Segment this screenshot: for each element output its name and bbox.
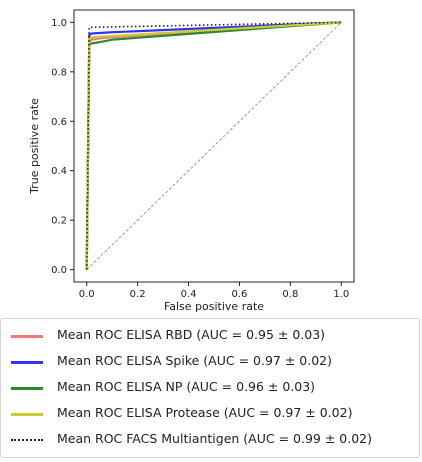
- legend-label: Mean ROC ELISA NP (AUC = 0.96 ± 0.03): [57, 379, 316, 394]
- legend-label: Mean ROC FACS Multiantigen (AUC = 0.99 ±…: [57, 431, 372, 446]
- legend-entry: Mean ROC ELISA RBD (AUC = 0.95 ± 0.03): [1, 325, 421, 347]
- legend-label: Mean ROC ELISA RBD (AUC = 0.95 ± 0.03): [57, 327, 326, 342]
- x-axis-label: False positive rate: [164, 300, 264, 313]
- x-ticks: 0.0 0.2 0.4 0.6 0.8 1.0: [79, 282, 349, 300]
- series-line-4: [85, 21, 342, 270]
- series-line-3: [85, 21, 342, 270]
- x-tick-label: 0.2: [130, 289, 146, 300]
- legend-swatch: [11, 387, 43, 390]
- legend-entry: Mean ROC ELISA Protease (AUC = 0.97 ± 0.…: [1, 403, 421, 425]
- plot-area: 0.0 0.2 0.4 0.6 0.8 1.0 0.0 0.2 0.4 0.6 0.8 1.0: [51, 9, 355, 300]
- x-tick-label: 0.0: [79, 289, 95, 300]
- y-tick-label: 1.0: [51, 18, 67, 29]
- y-ticks: 0.0 0.2 0.4 0.6 0.8 1.0: [51, 18, 74, 276]
- y-axis-label: True positive rate: [28, 98, 41, 195]
- legend-entry: Mean ROC ELISA NP (AUC = 0.96 ± 0.03): [1, 377, 421, 399]
- legend: Mean ROC ELISA RBD (AUC = 0.95 ± 0.03) Me…: [0, 318, 420, 458]
- chart-marks: [85, 21, 342, 270]
- legend-swatch: [11, 361, 43, 364]
- x-tick-label: 0.8: [282, 289, 298, 300]
- chance-diagonal-line: [86, 22, 342, 270]
- x-tick-label: 1.0: [333, 289, 349, 300]
- y-tick-label: 0.8: [51, 67, 67, 78]
- y-tick-label: 0.0: [51, 265, 67, 276]
- legend-swatch: [11, 439, 43, 441]
- legend-entry: Mean ROC ELISA Spike (AUC = 0.97 ± 0.02): [1, 351, 421, 373]
- x-tick-label: 0.4: [181, 289, 197, 300]
- legend-swatch: [11, 413, 43, 416]
- y-tick-label: 0.6: [51, 117, 67, 128]
- y-tick-label: 0.2: [51, 216, 67, 227]
- y-tick-label: 0.4: [51, 166, 67, 177]
- legend-entry: Mean ROC FACS Multiantigen (AUC = 0.99 ±…: [1, 429, 421, 451]
- legend-swatch: [11, 335, 43, 338]
- roc-chart: 0.0 0.2 0.4 0.6 0.8 1.0 0.0 0.2 0.4 0.6 0.8 1.0 Fa…: [28, 9, 355, 313]
- legend-label: Mean ROC ELISA Protease (AUC = 0.97 ± 0.…: [57, 405, 353, 420]
- legend-label: Mean ROC ELISA Spike (AUC = 0.97 ± 0.02): [57, 353, 332, 368]
- x-tick-label: 0.6: [232, 289, 248, 300]
